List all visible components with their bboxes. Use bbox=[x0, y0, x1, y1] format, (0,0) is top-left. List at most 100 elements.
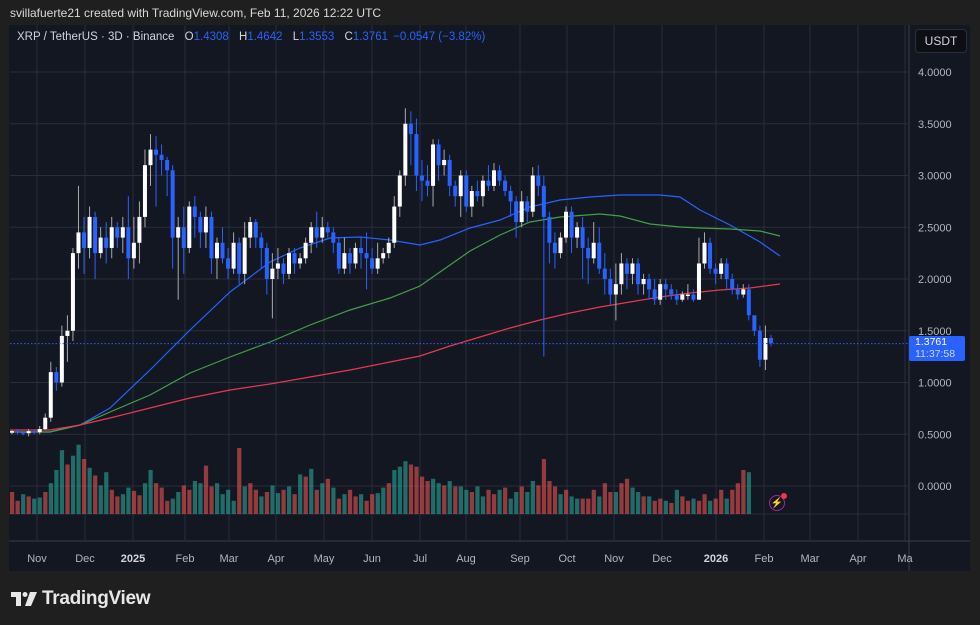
candle-body bbox=[575, 227, 580, 238]
volume-bar bbox=[375, 493, 380, 514]
candle-body bbox=[120, 227, 125, 238]
candle-body bbox=[26, 431, 31, 434]
chart-caption: svillafuerte21 created with TradingView.… bbox=[10, 6, 382, 20]
candle-body bbox=[719, 263, 724, 274]
candle-body bbox=[624, 263, 629, 274]
candle-body bbox=[658, 284, 663, 300]
volume-bar bbox=[685, 500, 691, 514]
candle-body bbox=[32, 431, 37, 433]
candle-body bbox=[109, 227, 114, 248]
candle-body bbox=[381, 253, 386, 259]
candle-body bbox=[613, 284, 618, 295]
volume-bar bbox=[209, 486, 214, 514]
change-value: −0.0547 (−3.82%) bbox=[393, 31, 486, 43]
candle-body bbox=[331, 232, 336, 243]
volume-bar bbox=[314, 489, 319, 514]
candle-body bbox=[281, 263, 286, 274]
volume-bar bbox=[237, 448, 242, 514]
volume-bar bbox=[591, 489, 596, 514]
candle-body bbox=[93, 216, 98, 254]
volume-bar bbox=[724, 498, 729, 514]
candle-body bbox=[15, 431, 20, 433]
candle-body bbox=[21, 432, 26, 434]
candle-body bbox=[43, 417, 48, 430]
volume-bar bbox=[641, 496, 646, 514]
x-axis-tick: Apr bbox=[849, 553, 866, 565]
candle-body bbox=[325, 227, 330, 233]
candle-body bbox=[497, 170, 502, 181]
candle-body bbox=[314, 227, 319, 238]
candle-body bbox=[536, 175, 541, 186]
candle-body bbox=[702, 242, 707, 264]
volume-bar bbox=[342, 494, 347, 514]
candle-body bbox=[414, 134, 419, 176]
candle-body bbox=[403, 123, 408, 176]
candle-body bbox=[104, 237, 109, 248]
volume-bar bbox=[120, 494, 125, 514]
volume-bar bbox=[37, 497, 42, 514]
candle-body bbox=[486, 180, 491, 186]
candle-body bbox=[431, 144, 436, 186]
volume-bar bbox=[647, 496, 652, 514]
candle-body bbox=[586, 247, 591, 259]
candle-body bbox=[442, 159, 447, 166]
candle-body bbox=[541, 185, 546, 217]
volume-bar bbox=[226, 489, 231, 514]
candle-body bbox=[469, 191, 474, 207]
volume-bar bbox=[397, 466, 402, 514]
candle-body bbox=[597, 242, 602, 269]
candle-body bbox=[209, 216, 214, 259]
candle-body bbox=[696, 263, 701, 300]
volume-bar bbox=[508, 498, 513, 514]
volume-bar bbox=[658, 498, 663, 514]
volume-bar bbox=[59, 450, 65, 514]
volume-bar bbox=[142, 483, 148, 514]
x-axis-tick: Jun bbox=[363, 553, 381, 565]
candle-body bbox=[730, 279, 735, 290]
candle-body bbox=[353, 247, 358, 264]
volume-bar bbox=[541, 459, 547, 514]
volume-bar bbox=[325, 478, 330, 514]
x-axis-tick: Sep bbox=[510, 553, 530, 565]
y-axis-tick: 2.0000 bbox=[918, 274, 952, 286]
candle-body bbox=[558, 237, 563, 254]
candle-body bbox=[187, 206, 192, 248]
volume-bar bbox=[264, 492, 270, 514]
volume-bar bbox=[198, 483, 203, 514]
currency-unit-button[interactable]: USDT bbox=[915, 29, 967, 53]
x-axis-tick: Dec bbox=[75, 553, 95, 565]
candle-body bbox=[275, 263, 280, 269]
volume-bar bbox=[364, 500, 369, 514]
volume-bar bbox=[414, 466, 419, 514]
volume-bar bbox=[192, 481, 198, 514]
candle-body bbox=[630, 263, 635, 274]
y-axis-tick: 0.5000 bbox=[918, 429, 952, 441]
candle-body bbox=[663, 284, 668, 290]
volume-bar bbox=[608, 492, 613, 514]
candle-body bbox=[87, 216, 92, 248]
x-axis-tick: Apr bbox=[267, 553, 284, 565]
volume-bar bbox=[425, 481, 430, 514]
symbol-title[interactable]: XRP / TetherUS · 3D · Binance bbox=[17, 31, 175, 43]
volume-bar bbox=[680, 496, 685, 514]
volume-bar bbox=[486, 489, 491, 514]
volume-bar bbox=[663, 500, 668, 514]
volume-bar bbox=[54, 470, 59, 514]
open-label: O bbox=[184, 31, 194, 43]
tradingview-logo[interactable]: TradingView bbox=[11, 588, 151, 610]
open-value: 1.4308 bbox=[193, 31, 229, 43]
volume-bar bbox=[702, 494, 707, 514]
candle-body bbox=[713, 268, 718, 274]
x-axis-tick: May bbox=[314, 553, 335, 565]
volume-bar bbox=[480, 496, 486, 514]
volume-bar bbox=[431, 478, 436, 514]
candle-body bbox=[475, 191, 480, 197]
candle-body bbox=[436, 144, 441, 166]
x-axis-tick: Oct bbox=[558, 553, 575, 565]
symbol-legend: XRP / TetherUS · 3D · Binance O1.4308 H1… bbox=[17, 31, 485, 43]
candle-body bbox=[741, 289, 746, 295]
volume-bar bbox=[530, 481, 535, 514]
candle-body bbox=[148, 149, 153, 166]
lightning-alert-icon[interactable]: ⚡ bbox=[769, 493, 787, 511]
